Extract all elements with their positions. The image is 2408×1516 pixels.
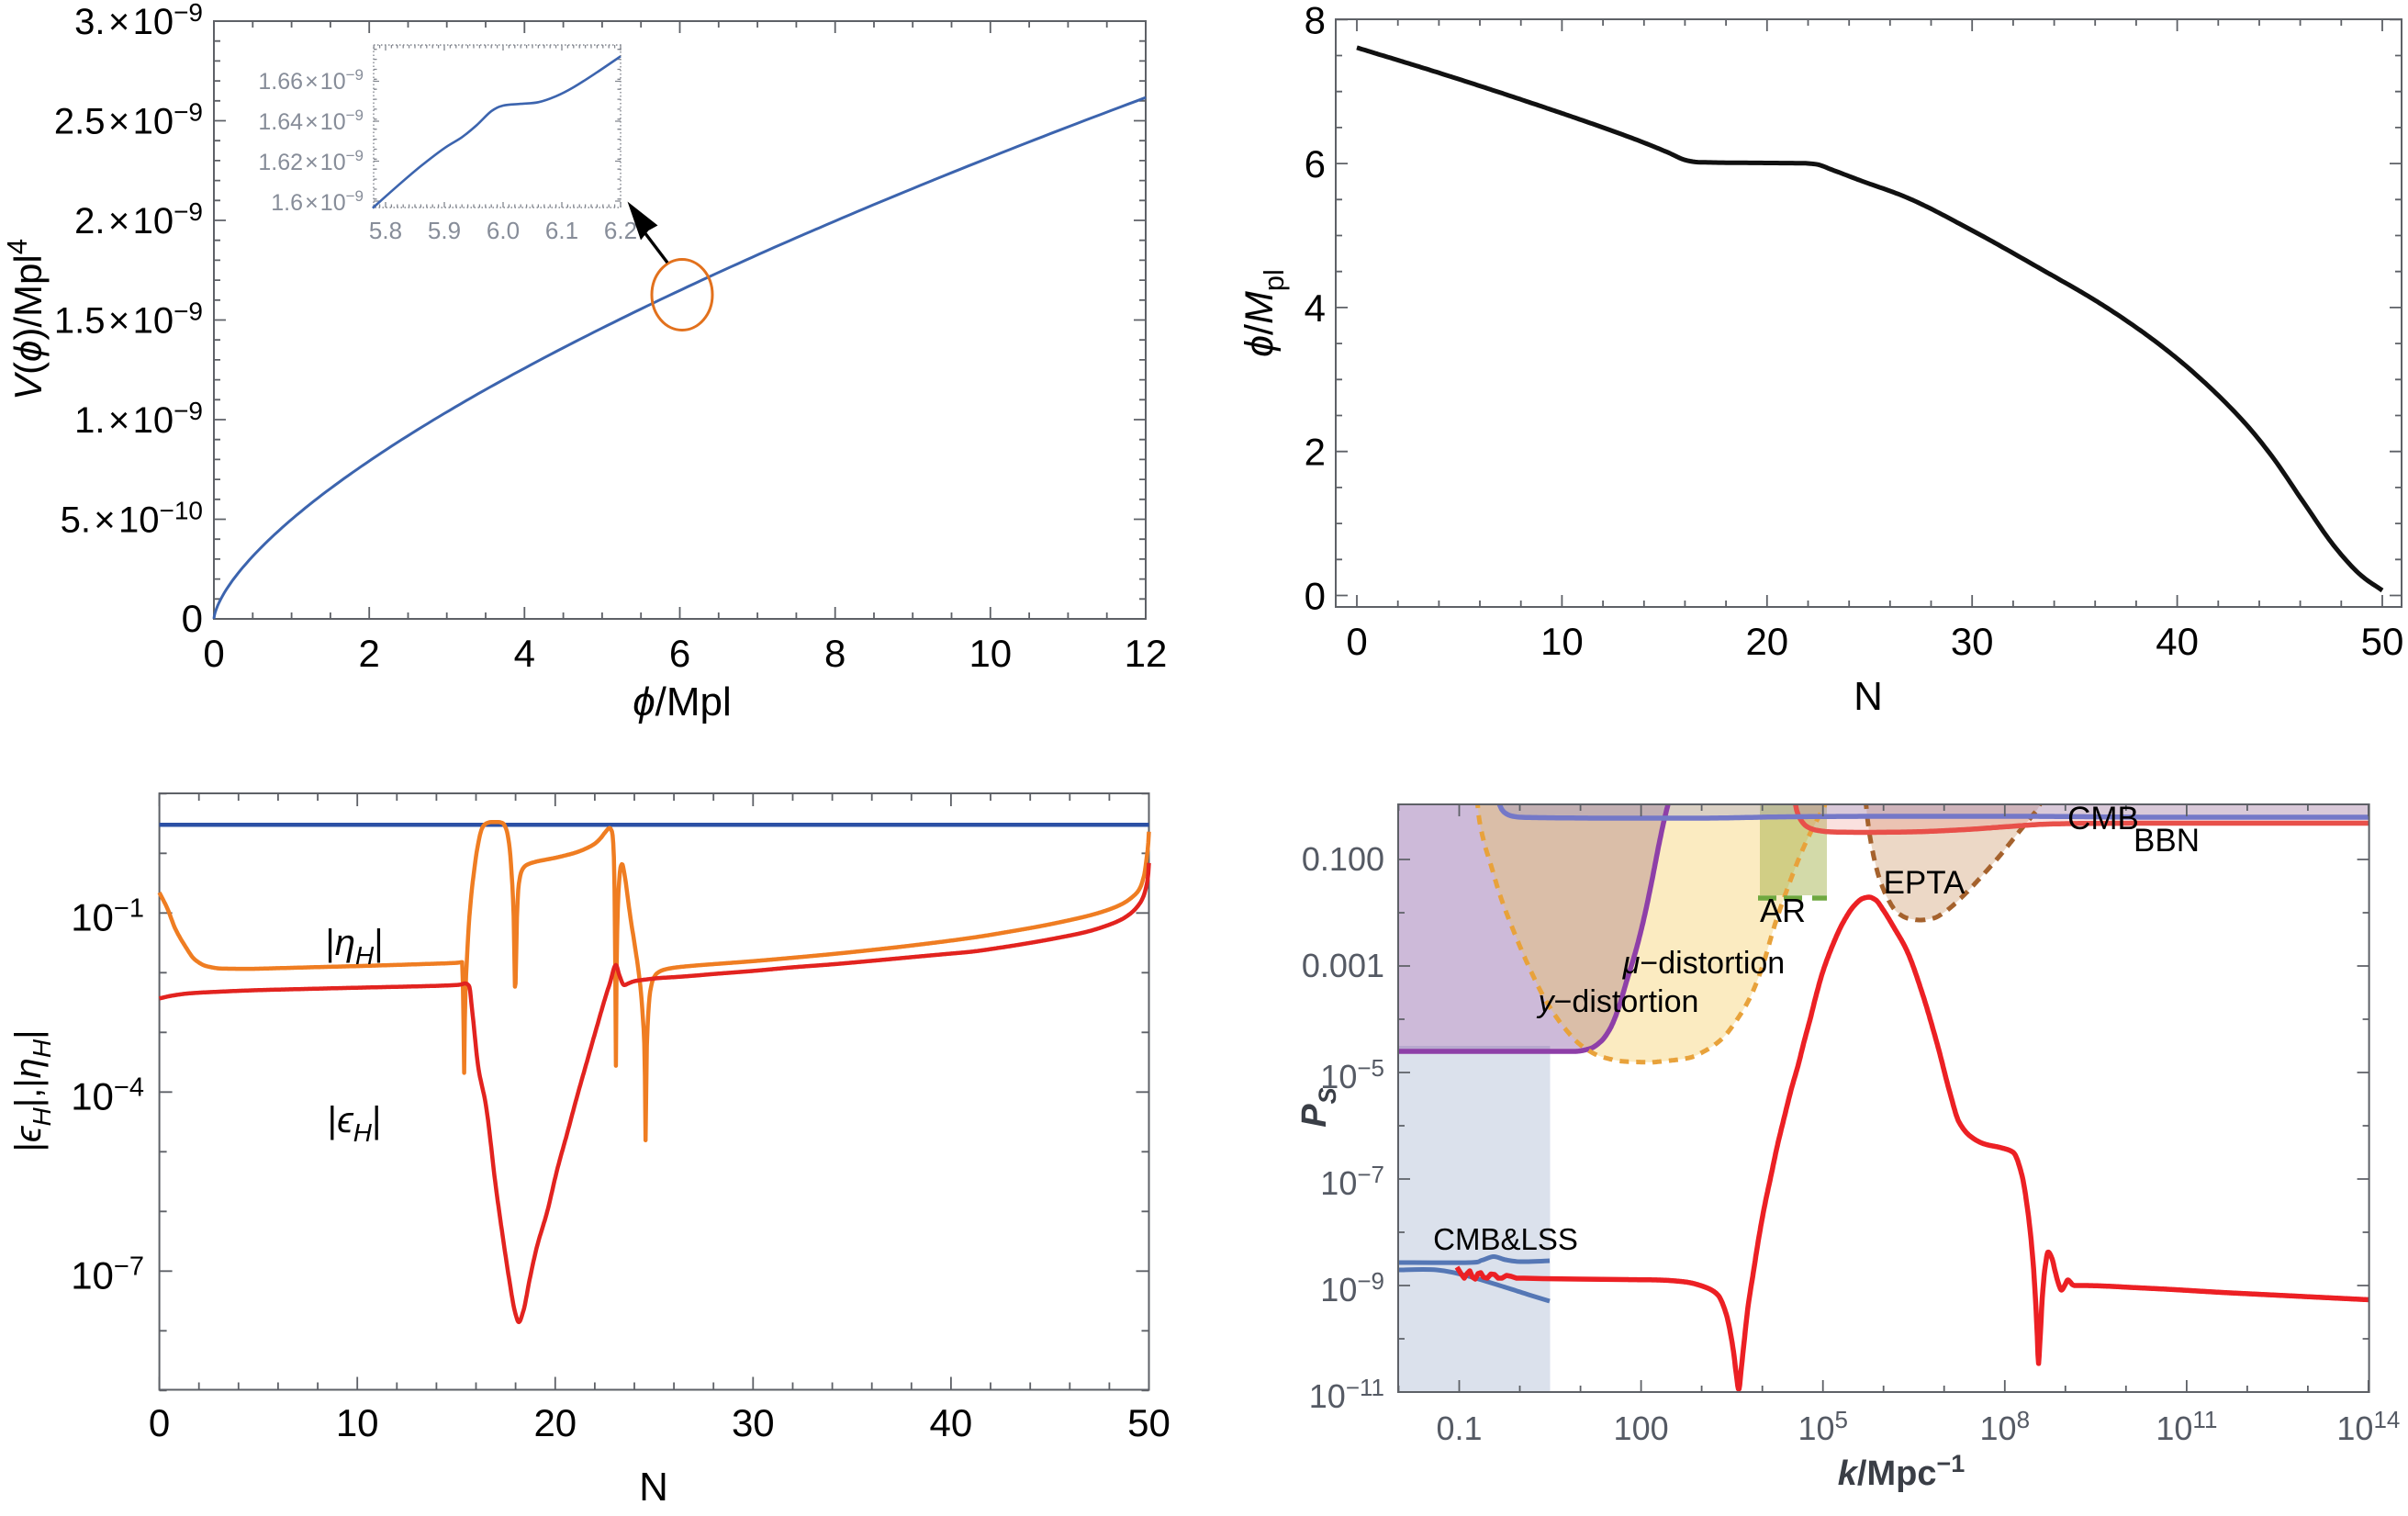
svg-text:20: 20	[1745, 620, 1788, 663]
svg-text:30: 30	[732, 1401, 775, 1444]
svg-text:N: N	[1854, 674, 1883, 719]
svg-text:4: 4	[514, 632, 535, 675]
svg-text:100: 100	[1614, 1409, 1669, 1447]
svg-text:12: 12	[1125, 632, 1168, 675]
svg-text:0: 0	[203, 632, 224, 675]
svg-text:40: 40	[2156, 620, 2199, 663]
svg-text:4: 4	[1305, 286, 1326, 330]
svg-text:0: 0	[1346, 620, 1367, 663]
svg-text:μ−distortion: μ−distortion	[1622, 946, 1785, 981]
svg-text:EPTA: EPTA	[1884, 865, 1966, 901]
svg-text:BBN: BBN	[2134, 823, 2200, 859]
svg-text:6: 6	[669, 632, 690, 675]
svg-text:N: N	[639, 1465, 668, 1510]
svg-text:0.001: 0.001	[1302, 947, 1384, 984]
svg-text:8: 8	[824, 632, 846, 675]
svg-text:5.9: 5.9	[428, 217, 461, 244]
svg-text:5.8: 5.8	[369, 217, 402, 244]
svg-text:8: 8	[1305, 0, 1326, 41]
svg-text:10−7: 10−7	[1320, 1161, 1384, 1202]
svg-text:CMB&LSS: CMB&LSS	[1433, 1222, 1578, 1256]
svg-text:10: 10	[1540, 620, 1584, 663]
svg-text:0.1: 0.1	[1436, 1409, 1482, 1447]
svg-text:2: 2	[1305, 431, 1326, 474]
svg-text:20: 20	[533, 1401, 577, 1444]
svg-text:1014: 1014	[2336, 1406, 2400, 1447]
svg-text:CMB: CMB	[2067, 801, 2139, 837]
svg-text:y−distortion: y−distortion	[1537, 984, 1699, 1019]
svg-text:6.1: 6.1	[545, 217, 578, 244]
svg-text:3. × 10−9: 3. × 10−9	[74, 0, 203, 42]
svg-text:2. × 10−9: 2. × 10−9	[74, 197, 203, 241]
svg-text:|ϵH|: |ϵH|	[328, 1100, 382, 1147]
svg-text:10−7: 10−7	[71, 1252, 144, 1297]
svg-text:V(ϕ)/Mpl4: V(ϕ)/Mpl4	[1, 239, 50, 400]
svg-text:10−1: 10−1	[71, 893, 144, 938]
svg-text:0: 0	[149, 1401, 170, 1444]
svg-text:6: 6	[1305, 142, 1326, 185]
svg-text:50: 50	[1127, 1401, 1170, 1444]
svg-text:0: 0	[182, 597, 203, 640]
svg-text:|ηH|: |ηH|	[325, 923, 383, 970]
svg-text:k/Mpc−1: k/Mpc−1	[1838, 1450, 1966, 1493]
svg-text:0.100: 0.100	[1302, 840, 1384, 878]
svg-text:40: 40	[930, 1401, 973, 1444]
svg-text:AR: AR	[1760, 892, 1806, 929]
svg-text:10: 10	[969, 632, 1012, 675]
svg-text:2: 2	[359, 632, 380, 675]
svg-text:10: 10	[336, 1401, 379, 1444]
svg-text:6.2: 6.2	[604, 217, 637, 244]
svg-text:0: 0	[1305, 575, 1326, 618]
svg-text:10−5: 10−5	[1320, 1054, 1384, 1095]
svg-text:ϕ/Mpl: ϕ/Mpl	[633, 679, 732, 724]
svg-text:6.0: 6.0	[487, 217, 520, 244]
svg-text:50: 50	[2361, 620, 2404, 663]
svg-text:30: 30	[1951, 620, 1994, 663]
